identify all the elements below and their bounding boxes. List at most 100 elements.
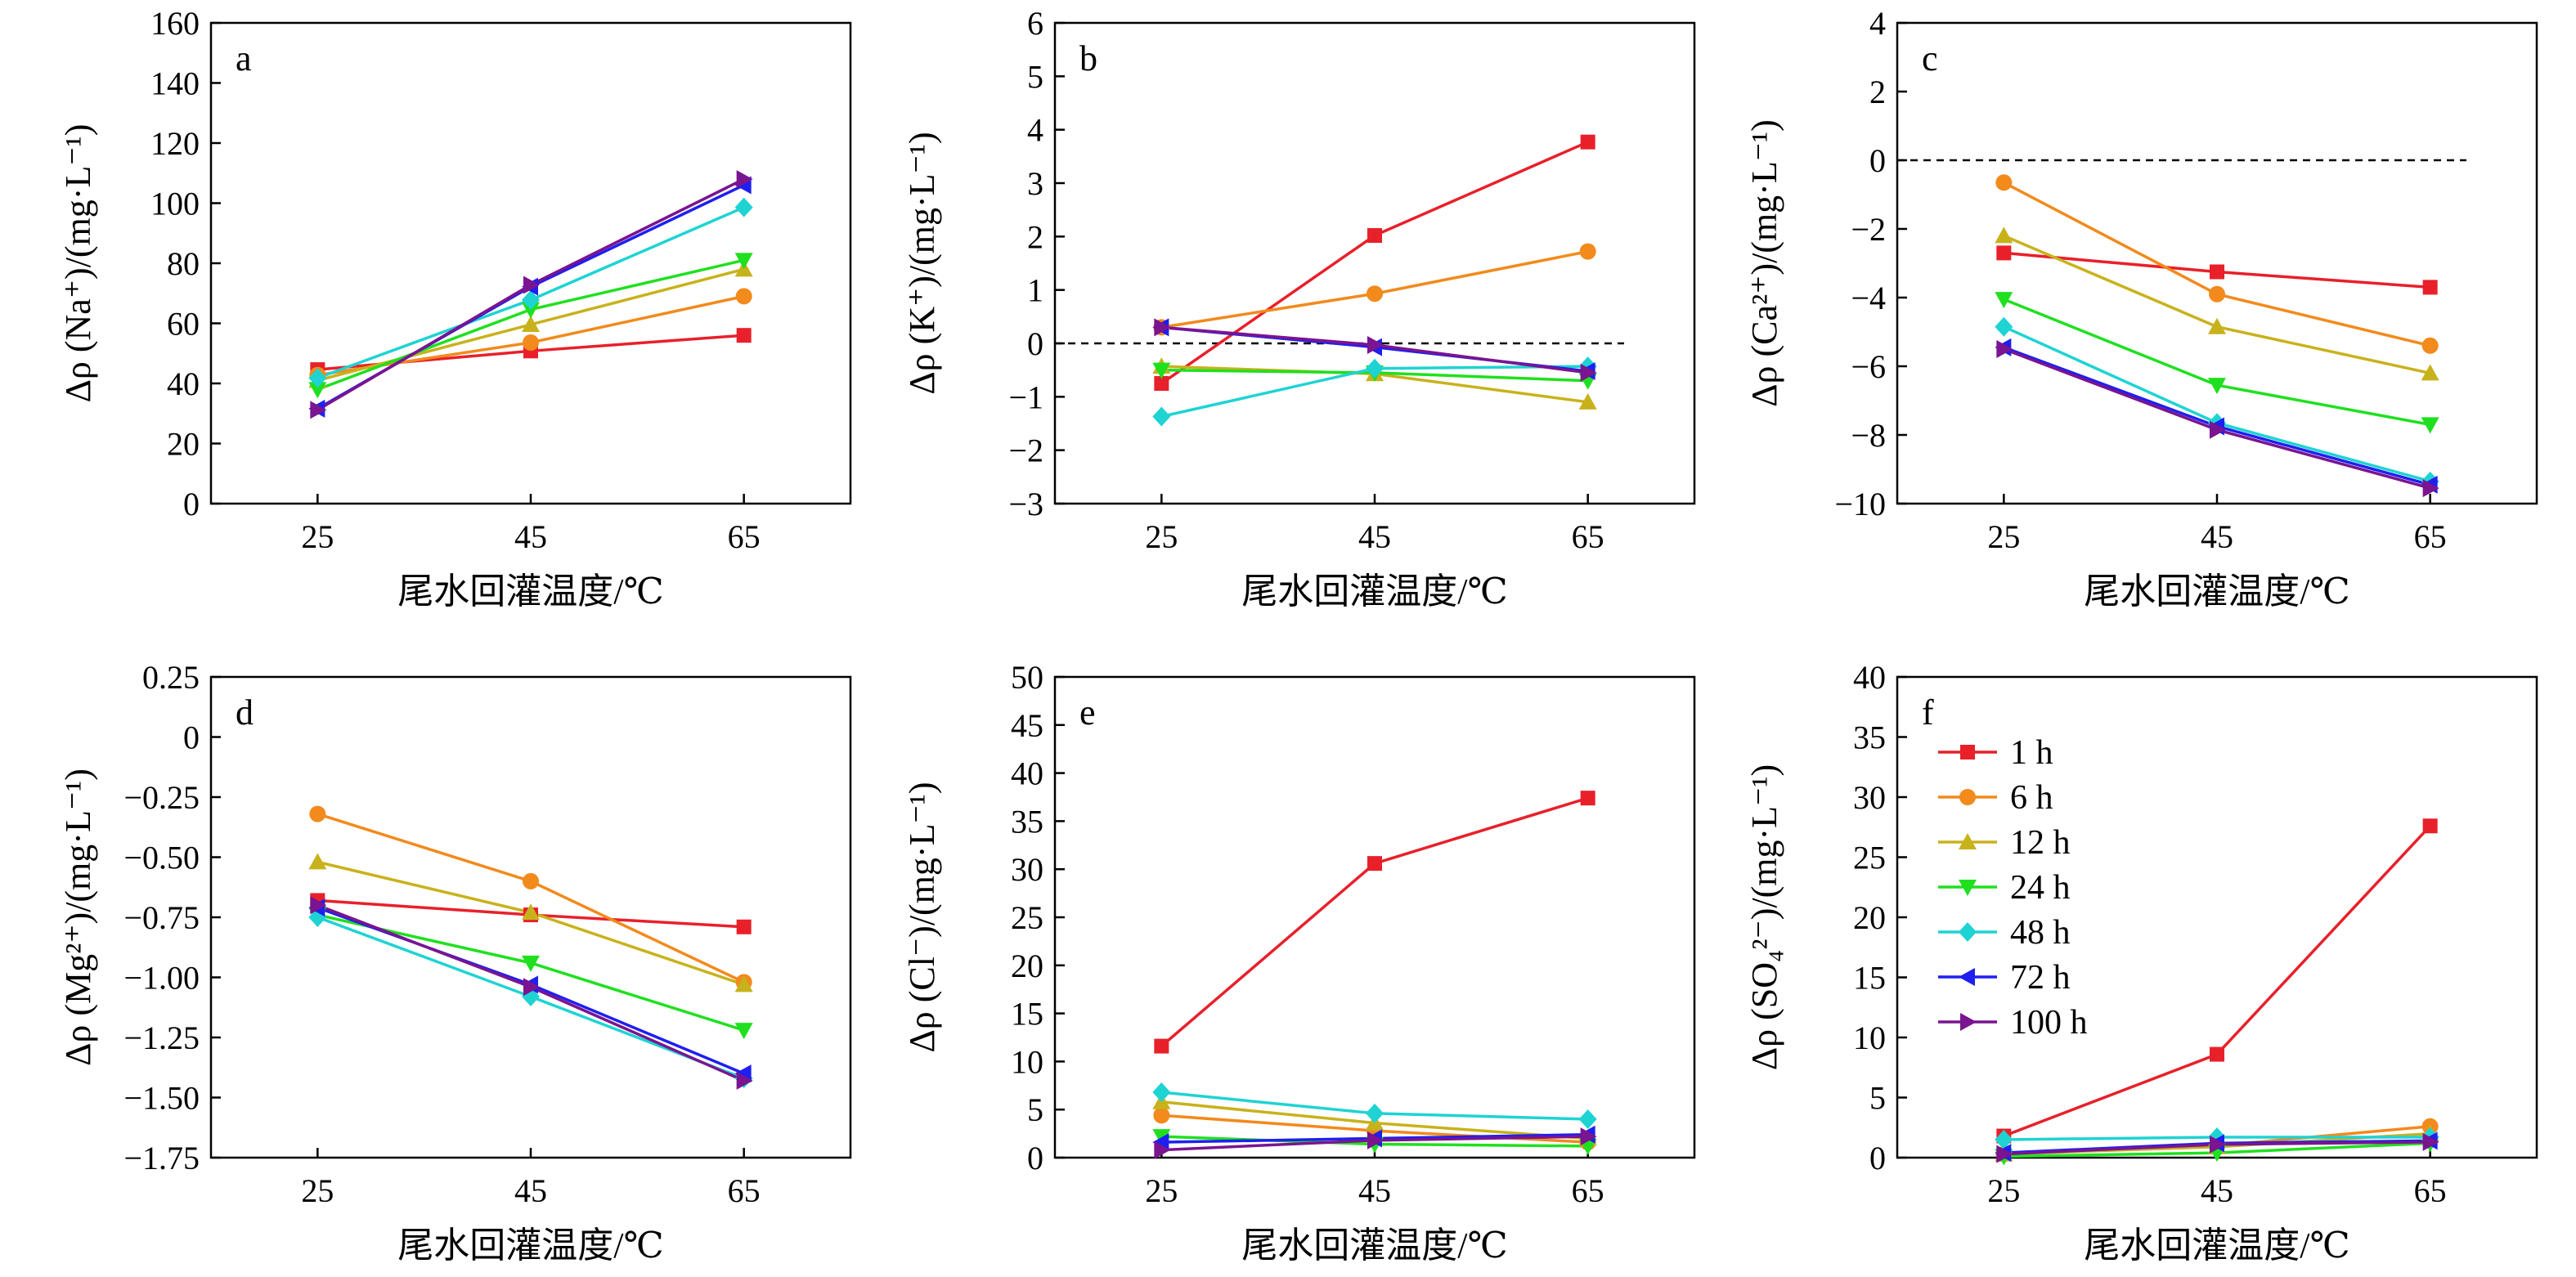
y-axis-label: Δρ (SO₄²⁻)/(mg·L⁻¹): [1744, 764, 1784, 1070]
data-point-24h: [2421, 417, 2439, 434]
panel-letter: e: [1079, 692, 1096, 733]
data-point-100h: [523, 978, 540, 997]
legend-label: 100 h: [2010, 1004, 2088, 1042]
y-tick-label: 80: [167, 245, 200, 282]
data-point-12h: [522, 903, 540, 921]
data-point-6h: [2421, 337, 2439, 354]
data-point-1h: [736, 328, 752, 343]
panel-letter: b: [1079, 38, 1097, 78]
data-point-1h: [2210, 264, 2224, 280]
x-tick-label: 25: [301, 1172, 334, 1209]
y-tick-label: 30: [1011, 851, 1043, 888]
x-tick-label: 45: [514, 1172, 547, 1209]
panel-letter: c: [1922, 38, 1938, 78]
panel-d: −1.75 −1.50 −1.25 −1.00 −0.75 −0.50 −0.25 0 0.25…: [58, 659, 852, 1266]
data-point-1h: [2210, 1046, 2224, 1062]
panel-letter: f: [1922, 692, 1934, 733]
data-point-72h: [1152, 1133, 1169, 1152]
x-axis-label: 尾水回灌温度/℃: [2084, 571, 2349, 612]
y-tick-label: 2: [1869, 74, 1886, 110]
y-tick-label: 20: [1853, 899, 1886, 936]
y-tick-label: 0: [1869, 142, 1886, 179]
plot-frame: [1053, 21, 1696, 505]
x-tick-label: 65: [728, 1172, 761, 1209]
data-point-48h: [734, 197, 753, 217]
data-point-100h: [1154, 1140, 1171, 1159]
data-point-100h: [1580, 1127, 1597, 1146]
y-tick-label: 0: [183, 486, 200, 522]
data-point-24h: [1152, 362, 1171, 379]
data-point-100h: [1154, 318, 1171, 337]
legend-label: 24 h: [2010, 869, 2071, 907]
y-tick-label: 10: [1853, 1019, 1886, 1056]
y-tick-label: −3: [1008, 486, 1043, 522]
y-tick-label: 45: [1011, 707, 1043, 744]
data-point-1h: [1580, 791, 1595, 806]
y-tick-label: 140: [150, 65, 200, 102]
panel-c: −10 −8 −6 −4 −2 0 2 4 25 45 65 尾水回灌温度/℃ Δρ (Ca²⁺)/(m…: [1744, 5, 2538, 612]
plot-frame: [1896, 675, 2538, 1159]
y-tick-label: 35: [1011, 803, 1043, 840]
y-tick-label: 3: [1027, 165, 1043, 202]
y-tick-label: −8: [1851, 417, 1886, 454]
x-tick-label: 25: [1145, 518, 1178, 555]
y-tick-label: 0: [1027, 325, 1043, 362]
legend-marker: [1959, 833, 1977, 849]
x-axis-label: 尾水回灌温度/℃: [397, 1225, 663, 1266]
data-point-48h: [308, 368, 327, 388]
data-point-1h: [1367, 228, 1382, 244]
y-tick-label: 25: [1853, 840, 1886, 876]
data-point-6h: [1995, 174, 2013, 191]
series-line-12h: [2003, 234, 2431, 375]
x-tick-label: 25: [1987, 1172, 2020, 1209]
data-point-12h: [734, 975, 753, 992]
legend-label: 1 h: [2010, 734, 2053, 772]
plot-frame: [209, 21, 852, 505]
data-point-48h: [522, 289, 540, 310]
data-point-12h: [308, 853, 327, 870]
data-point-6h: [523, 334, 539, 352]
x-tick-label: 45: [514, 518, 547, 555]
y-tick-label: 30: [1853, 779, 1886, 816]
y-tick-label: 0: [183, 719, 200, 756]
data-point-100h: [310, 401, 327, 419]
data-point-6h: [1367, 285, 1383, 302]
y-axis-label: Δρ (K⁺)/(mg·L⁻¹): [902, 132, 942, 394]
legend-marker: [1959, 789, 1976, 805]
y-tick-label: 6: [1027, 5, 1043, 42]
data-point-100h: [1367, 335, 1384, 354]
data-point-48h: [1366, 358, 1384, 379]
data-point-1h: [2422, 818, 2438, 834]
y-tick-label: 20: [167, 426, 200, 463]
y-tick-label: 25: [1011, 899, 1043, 936]
legend-label: 48 h: [2010, 914, 2071, 952]
data-point-100h: [2210, 420, 2226, 439]
data-point-12h: [2208, 317, 2226, 334]
x-axis-label: 尾水回灌温度/℃: [397, 571, 663, 612]
plot-frame: [1053, 675, 1696, 1159]
data-point-100h: [523, 276, 540, 294]
data-point-6h: [2209, 285, 2225, 302]
data-point-1h: [1154, 1038, 1169, 1054]
data-point-1h: [2422, 280, 2438, 295]
x-tick-label: 45: [2201, 1172, 2233, 1209]
data-point-6h: [1579, 243, 1596, 260]
x-tick-label: 45: [1358, 518, 1391, 555]
y-tick-label: 10: [1011, 1043, 1043, 1080]
y-tick-label: −10: [1834, 486, 1886, 522]
data-point-24h: [522, 302, 540, 319]
data-point-100h: [1996, 340, 2013, 358]
data-point-48h: [1366, 1103, 1384, 1123]
data-point-6h: [523, 872, 539, 889]
data-point-6h: [735, 288, 752, 305]
y-tick-label: 60: [167, 306, 200, 343]
y-tick-label: 20: [1011, 948, 1043, 984]
panel-letter: d: [236, 692, 254, 733]
y-tick-label: 5: [1869, 1080, 1886, 1117]
x-tick-label: 65: [2414, 518, 2447, 555]
y-tick-label: 40: [1853, 659, 1886, 696]
y-tick-label: −1.00: [123, 960, 200, 997]
data-point-24h: [2208, 378, 2226, 395]
